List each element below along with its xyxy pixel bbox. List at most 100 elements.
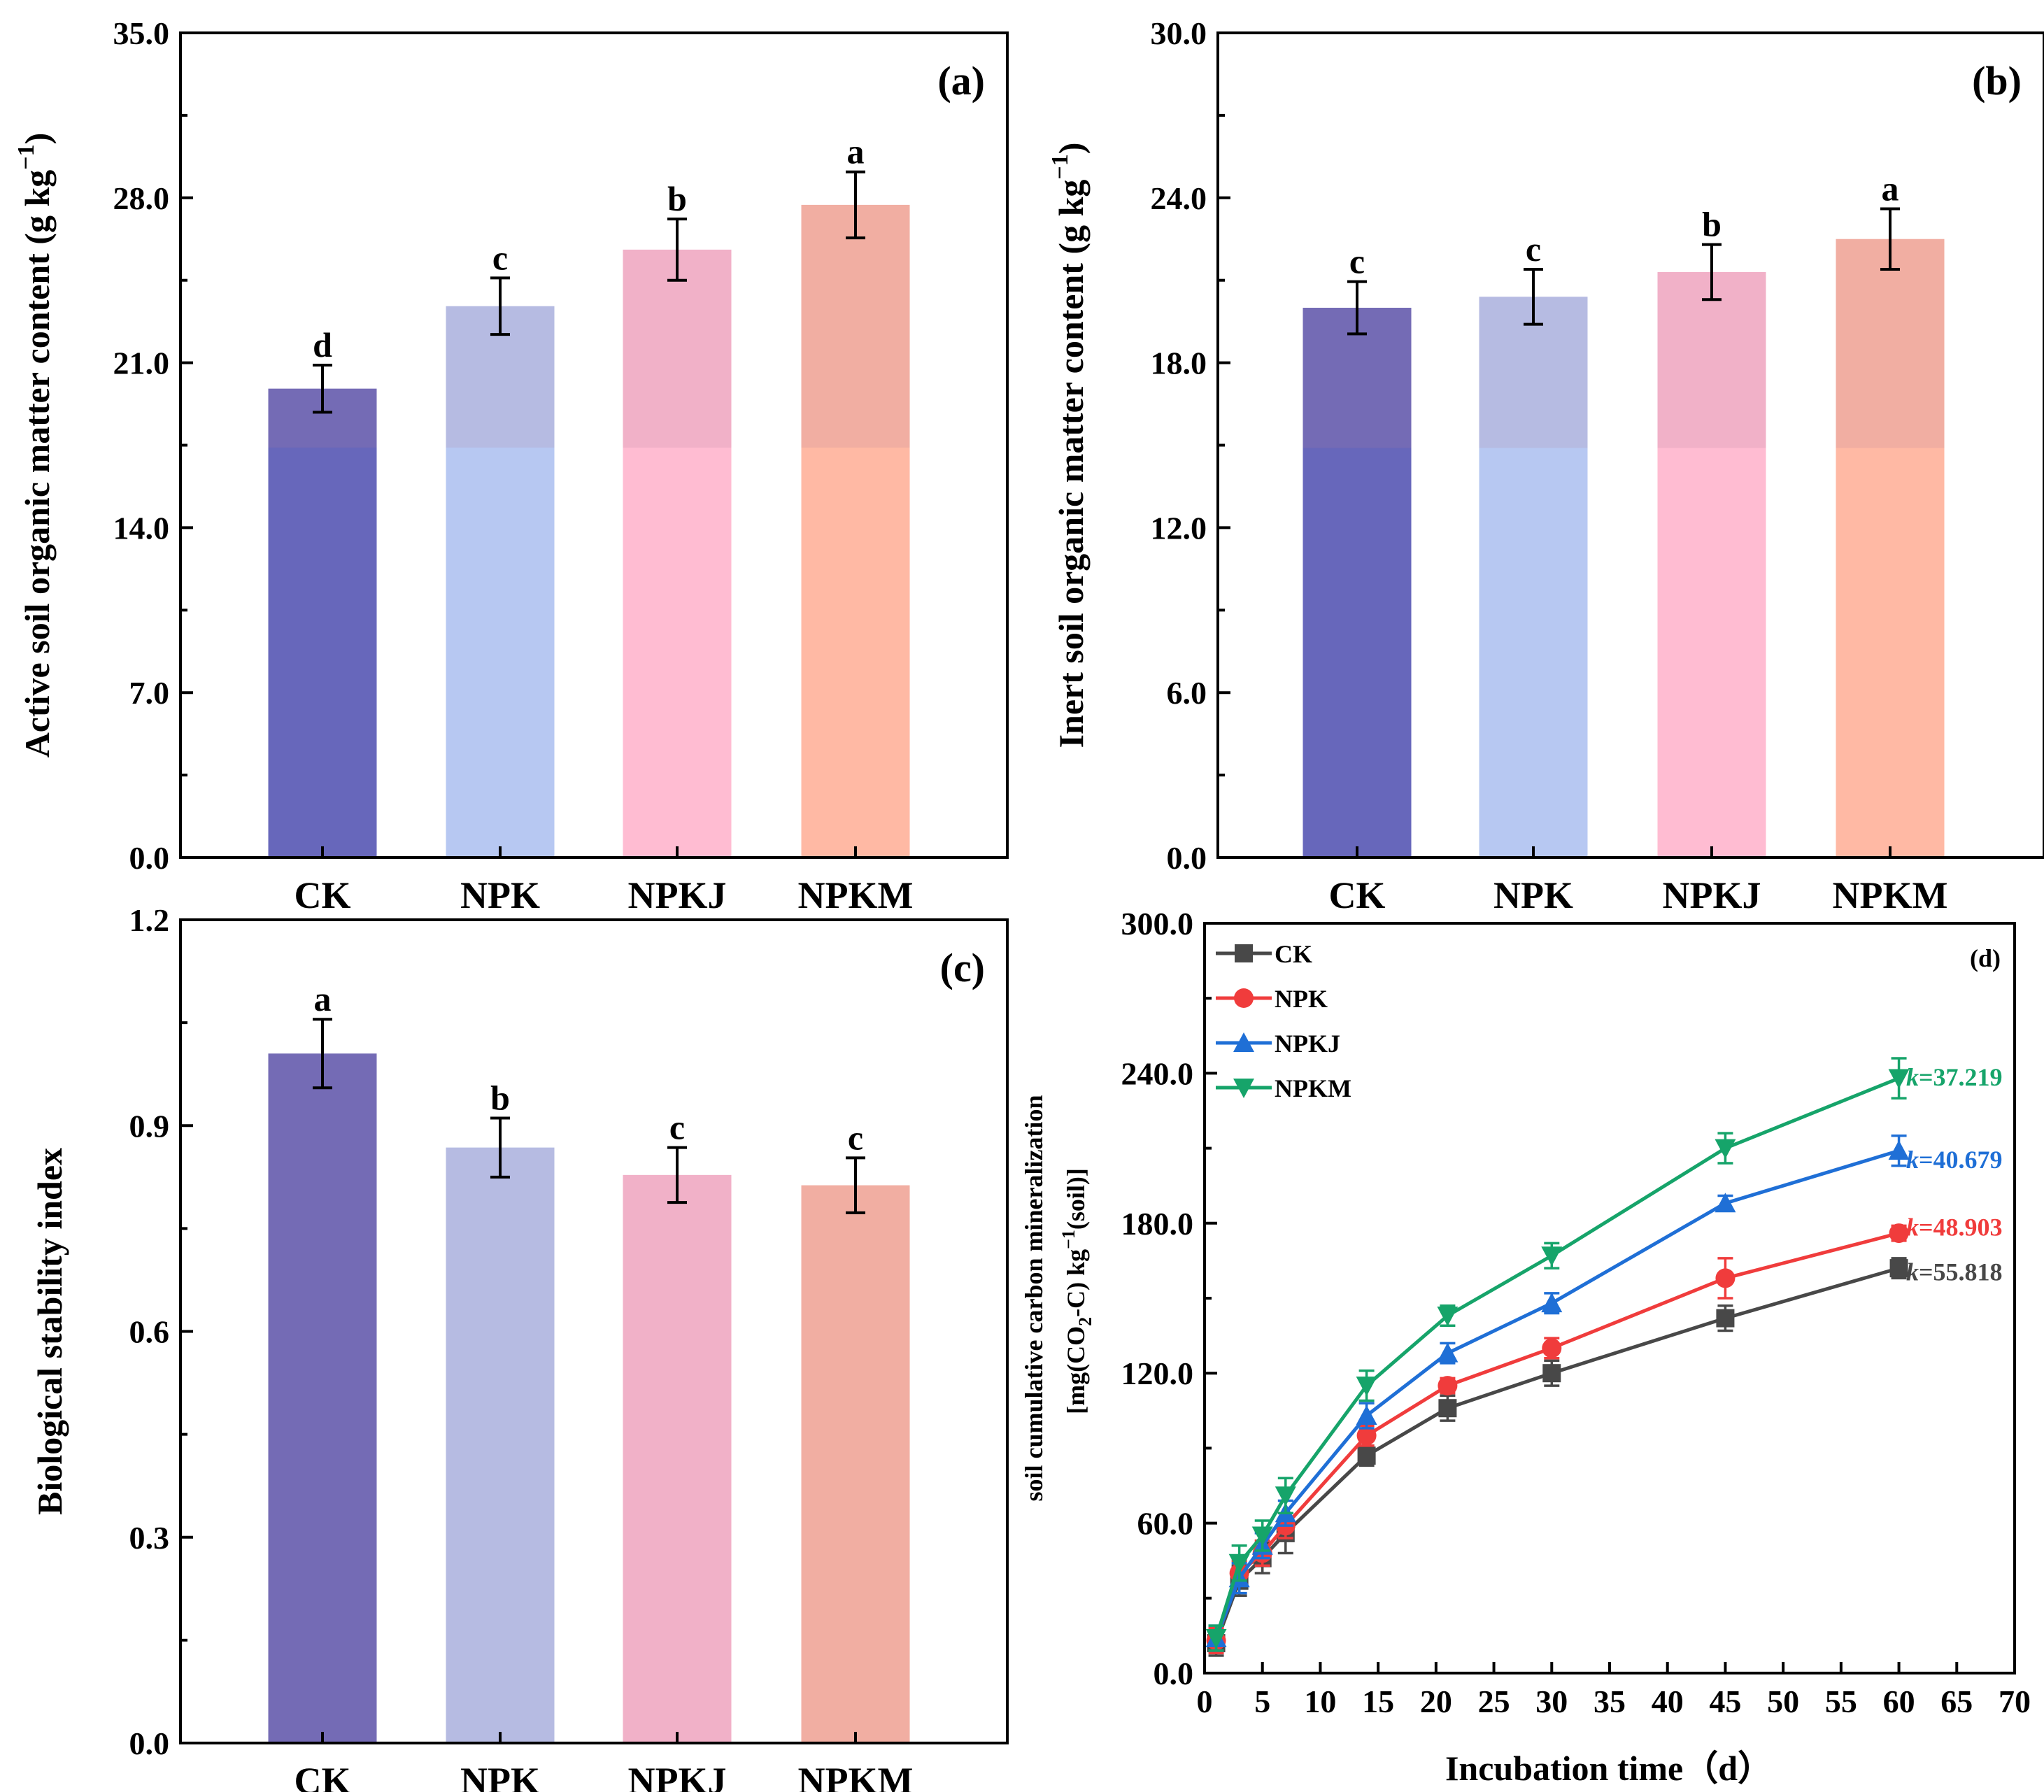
data-point-npk	[1889, 1223, 1909, 1244]
legend-label-npk: NPK	[1275, 985, 1328, 1013]
y-tick-label: 0.0	[129, 1726, 170, 1761]
x-tick-label-npkm: NPKM	[798, 874, 914, 916]
x-tick-label: 65	[1940, 1684, 1973, 1719]
bar-npkm	[801, 204, 910, 858]
panel-c-biological-stability-chart: a CK b NPK c NPKJ c NPKM 0.0 0.3 0.6 0.9 1.2 (c) Biolo…	[30, 902, 1009, 1792]
legend-label-ck: CK	[1275, 940, 1312, 968]
y-axis-label-part: -C) kg	[1062, 1249, 1090, 1317]
y-tick-label: 35.0	[113, 15, 170, 51]
x-axis-label: Incubation time（d）	[1445, 1749, 1773, 1788]
x-tick-label-npk: NPK	[460, 1760, 540, 1792]
bar-shade-npkm	[1836, 239, 1945, 448]
y-axis-label-main: Active soil organic matter content (g kg	[17, 170, 57, 758]
legend-label-npkj: NPKJ	[1275, 1030, 1340, 1058]
x-tick-label: 35	[1594, 1684, 1626, 1719]
data-point-npkm	[1228, 1553, 1250, 1574]
data-point-npk	[1715, 1268, 1736, 1288]
y-tick-label: 240.0	[1121, 1055, 1194, 1091]
k-value: =55.818	[1919, 1258, 2003, 1286]
y-tick-label: 300.0	[1121, 906, 1194, 941]
x-tick-label-npkj: NPKJ	[628, 1760, 727, 1792]
y-tick-label: 21.0	[113, 346, 170, 381]
x-tick-label: 30	[1535, 1684, 1568, 1719]
x-tick-label: 20	[1420, 1684, 1452, 1719]
data-point-npkm	[1715, 1139, 1736, 1159]
x-tick-label-npkm: NPKM	[798, 1760, 914, 1792]
x-tick-label: 10	[1304, 1684, 1336, 1719]
data-point-npkj	[1888, 1140, 1910, 1160]
data-point-npkm	[1437, 1307, 1459, 1327]
y-axis-label-main: Biological stability index	[30, 1148, 69, 1515]
y-tick-label: 1.2	[129, 902, 170, 938]
bar-shade-npkm	[801, 1185, 910, 1743]
k-annotation-npkm: k=37.219	[1906, 1063, 2003, 1091]
x-tick-label-npk: NPK	[1493, 874, 1573, 916]
k-annotation-npkj: k=40.679	[1906, 1146, 2003, 1174]
data-point-npkm	[1888, 1069, 1910, 1089]
series-npk	[1206, 1223, 1909, 1655]
x-tick-label-ck: CK	[1329, 874, 1386, 916]
y-axis-label-main: Inert soil organic matter content (g kg	[1051, 180, 1091, 748]
y-axis-label-tail: )	[17, 133, 57, 145]
x-tick-label: 25	[1478, 1684, 1510, 1719]
x-tick-label: 40	[1652, 1684, 1684, 1719]
x-tick-label-ck: CK	[294, 874, 351, 916]
bar-shade-npkj	[623, 249, 732, 448]
panel-label: (a)	[937, 58, 985, 104]
y-tick-label: 0.0	[129, 840, 170, 876]
k-symbol: k	[1906, 1213, 1919, 1241]
y-tick-label: 7.0	[129, 675, 170, 711]
y-tick-label: 60.0	[1137, 1506, 1194, 1542]
panel-label: (c)	[940, 945, 985, 990]
k-symbol: k	[1906, 1063, 1919, 1091]
panel-d-carbon-mineralization-chart: 0 5 10 15 20 25 30 35 40 45 50 55 60 65 70 0.0 60.0 120.0…	[1020, 906, 2031, 1788]
data-point-ck	[1716, 1309, 1735, 1328]
series-line-npkj	[1214, 1149, 1900, 1639]
k-value: =40.679	[1919, 1146, 2003, 1174]
data-point-npk	[1542, 1338, 1562, 1358]
bar-npkj	[1657, 271, 1766, 858]
y-tick-label: 0.0	[1167, 840, 1207, 876]
data-point-npk	[1356, 1425, 1377, 1446]
legend-marker-ck	[1235, 944, 1253, 962]
significance-letter-npkm: a	[1882, 169, 1899, 208]
panel-a-active-som-chart: d CK c NPK b NPKJ a NPKM 0.0 7.0 14.0 21.0 28.0 35.0 (…	[13, 15, 1009, 916]
legend-marker-npkm	[1233, 1079, 1254, 1098]
bar-npkj	[623, 249, 732, 858]
x-tick-label: 60	[1883, 1684, 1915, 1719]
bar-shade-npkm	[801, 204, 910, 448]
y-axis-label: Biological stability index	[30, 1148, 69, 1515]
y-tick-label: 12.0	[1151, 510, 1207, 546]
data-point-ck	[1889, 1259, 1908, 1278]
legend-label-npkm: NPKM	[1275, 1074, 1351, 1102]
data-point-ck	[1438, 1399, 1457, 1418]
panel-b-inert-som-chart: c CK c NPK b NPKJ a NPKM 0.0 6.0 12.0 18.0 24.0 30.0 (…	[1047, 15, 2044, 916]
bar-npkm	[1836, 239, 1945, 858]
significance-letter-npkj: b	[667, 179, 687, 218]
significance-letter-npkm: c	[848, 1118, 863, 1157]
k-annotation-npk: k=48.903	[1906, 1213, 2003, 1241]
y-tick-label: 24.0	[1151, 180, 1207, 216]
significance-letter-ck: c	[1349, 242, 1365, 281]
y-axis-label-part: [mg(CO	[1062, 1326, 1090, 1414]
y-tick-label: 0.3	[129, 1520, 170, 1556]
k-symbol: k	[1906, 1258, 1919, 1286]
x-tick-label: 5	[1254, 1684, 1270, 1719]
x-tick-label-ck: CK	[294, 1760, 351, 1792]
k-value: =37.219	[1919, 1063, 2003, 1091]
significance-letter-npkm: a	[847, 132, 865, 171]
bar-ck	[1303, 308, 1412, 858]
legend-marker-npk	[1234, 988, 1254, 1008]
series-npkj	[1205, 1134, 1910, 1652]
x-tick-label-npkj: NPKJ	[1663, 874, 1761, 916]
bar-npk	[446, 306, 555, 858]
y-axis-label-part: 2	[1075, 1317, 1095, 1326]
significance-letter-npkj: b	[1702, 205, 1722, 244]
y-tick-label: 0.9	[129, 1108, 170, 1144]
series-npkm	[1205, 1057, 1910, 1652]
data-point-npkm	[1251, 1526, 1273, 1546]
x-tick-label: 15	[1362, 1684, 1394, 1719]
significance-letter-npk: c	[1526, 229, 1541, 269]
data-point-npkm	[1205, 1628, 1227, 1649]
